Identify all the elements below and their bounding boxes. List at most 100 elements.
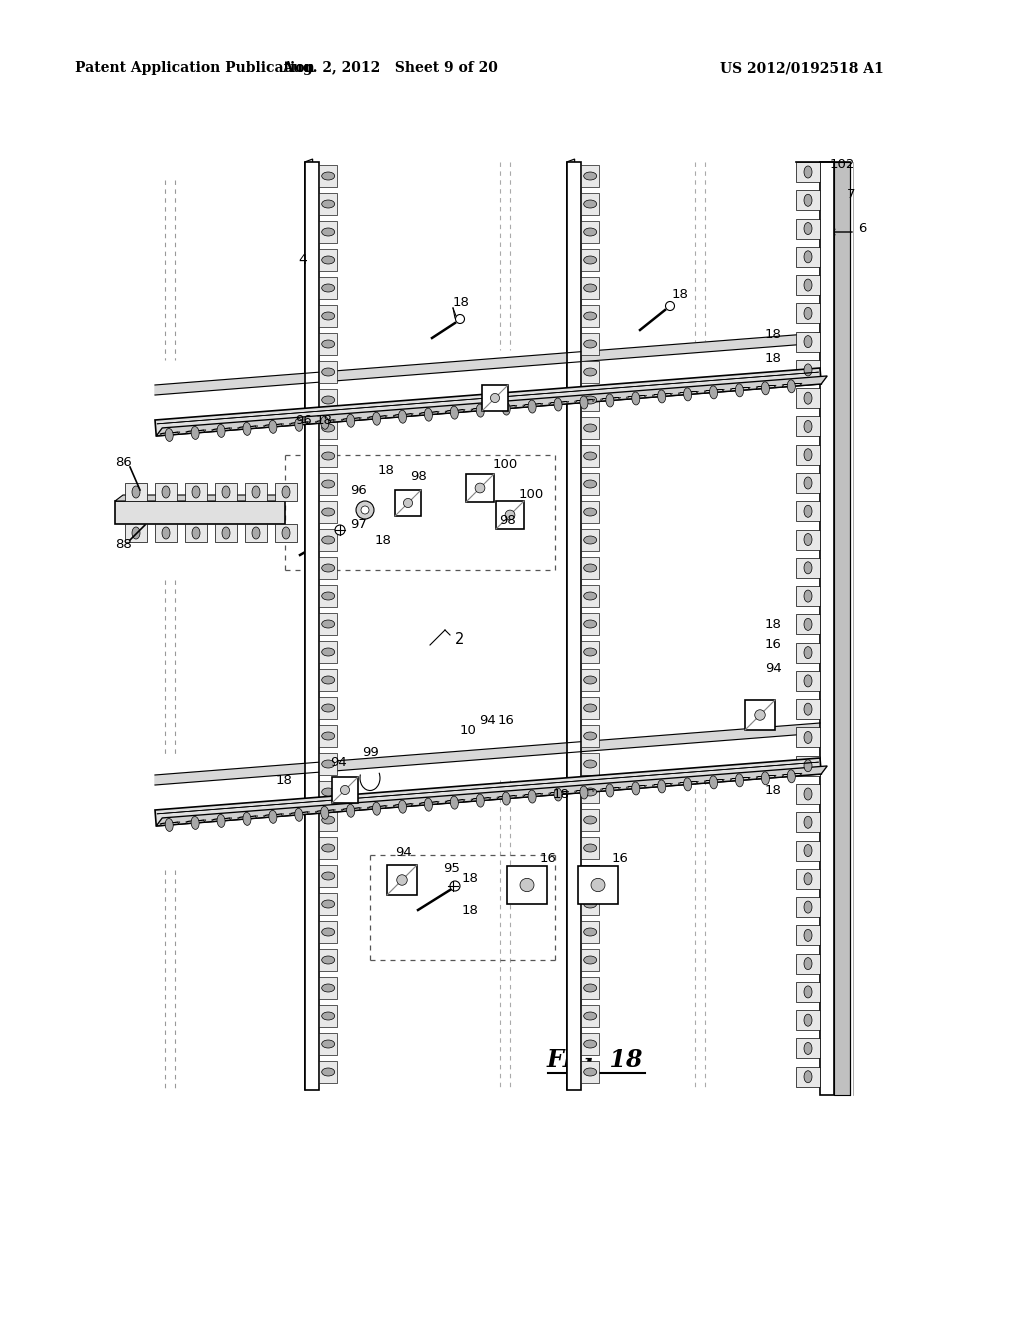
Text: 94: 94: [479, 714, 496, 726]
Ellipse shape: [322, 676, 335, 684]
Polygon shape: [796, 953, 820, 974]
Polygon shape: [186, 820, 206, 824]
Ellipse shape: [217, 814, 225, 828]
Polygon shape: [319, 809, 337, 832]
Polygon shape: [601, 397, 621, 401]
Ellipse shape: [762, 772, 769, 785]
Polygon shape: [160, 822, 180, 825]
Ellipse shape: [606, 393, 613, 407]
Ellipse shape: [373, 803, 381, 816]
Ellipse shape: [584, 424, 597, 432]
Polygon shape: [796, 643, 820, 663]
Ellipse shape: [584, 256, 597, 264]
Ellipse shape: [222, 486, 230, 498]
Polygon shape: [393, 804, 414, 808]
Polygon shape: [185, 524, 207, 543]
Polygon shape: [582, 585, 599, 607]
Bar: [466, 474, 494, 502]
Ellipse shape: [162, 486, 170, 498]
Ellipse shape: [804, 279, 812, 292]
Polygon shape: [582, 837, 599, 859]
Polygon shape: [523, 404, 543, 408]
Ellipse shape: [584, 900, 597, 908]
Text: 95: 95: [443, 862, 460, 874]
Polygon shape: [319, 949, 337, 972]
Ellipse shape: [804, 364, 812, 376]
Polygon shape: [549, 401, 568, 405]
Polygon shape: [368, 805, 387, 809]
Polygon shape: [796, 784, 820, 804]
Ellipse shape: [322, 172, 335, 180]
Ellipse shape: [804, 704, 812, 715]
Ellipse shape: [584, 733, 597, 741]
Ellipse shape: [804, 421, 812, 433]
Text: 18: 18: [765, 784, 782, 796]
Polygon shape: [215, 483, 237, 502]
Ellipse shape: [804, 335, 812, 347]
Polygon shape: [757, 775, 776, 779]
Ellipse shape: [269, 420, 276, 433]
Ellipse shape: [684, 388, 691, 401]
Polygon shape: [319, 473, 337, 495]
Ellipse shape: [322, 256, 335, 264]
Ellipse shape: [322, 733, 335, 741]
Polygon shape: [264, 813, 284, 817]
Ellipse shape: [584, 620, 597, 628]
Ellipse shape: [243, 812, 251, 825]
Text: 18: 18: [462, 871, 479, 884]
Text: 16: 16: [540, 851, 557, 865]
Polygon shape: [186, 430, 206, 433]
Ellipse shape: [584, 341, 597, 348]
Text: 98: 98: [499, 513, 516, 527]
Polygon shape: [155, 483, 177, 502]
Polygon shape: [523, 793, 543, 797]
Polygon shape: [796, 473, 820, 492]
Text: 97: 97: [350, 519, 367, 532]
Polygon shape: [582, 725, 599, 747]
Ellipse shape: [193, 527, 200, 539]
Ellipse shape: [191, 426, 199, 440]
Polygon shape: [342, 417, 361, 421]
Ellipse shape: [584, 591, 597, 601]
Ellipse shape: [322, 928, 335, 936]
Polygon shape: [582, 333, 599, 355]
Ellipse shape: [580, 785, 588, 799]
Ellipse shape: [804, 506, 812, 517]
Polygon shape: [393, 413, 414, 417]
Polygon shape: [796, 812, 820, 833]
Ellipse shape: [322, 228, 335, 236]
Polygon shape: [582, 220, 599, 243]
Text: 18: 18: [765, 329, 782, 342]
Polygon shape: [212, 428, 231, 432]
Polygon shape: [582, 977, 599, 999]
Ellipse shape: [322, 620, 335, 628]
Ellipse shape: [361, 506, 369, 513]
Polygon shape: [319, 389, 337, 411]
Ellipse shape: [584, 648, 597, 656]
Text: 96: 96: [350, 483, 367, 496]
Ellipse shape: [804, 194, 812, 206]
Polygon shape: [796, 304, 820, 323]
Polygon shape: [319, 669, 337, 690]
Polygon shape: [582, 894, 599, 915]
Ellipse shape: [322, 451, 335, 459]
Polygon shape: [566, 162, 582, 1090]
Polygon shape: [305, 158, 312, 1090]
Ellipse shape: [632, 392, 640, 405]
Ellipse shape: [322, 536, 335, 544]
Polygon shape: [582, 949, 599, 972]
Text: 99: 99: [362, 746, 379, 759]
Polygon shape: [679, 781, 698, 785]
Ellipse shape: [584, 1068, 597, 1076]
Ellipse shape: [804, 562, 812, 574]
Text: 102: 102: [830, 158, 855, 172]
Ellipse shape: [580, 396, 588, 409]
Ellipse shape: [505, 510, 515, 520]
Text: FIG. 18: FIG. 18: [547, 1048, 643, 1072]
Polygon shape: [275, 483, 297, 502]
Ellipse shape: [322, 341, 335, 348]
Ellipse shape: [347, 804, 354, 817]
Ellipse shape: [804, 902, 812, 913]
Polygon shape: [582, 642, 599, 663]
Ellipse shape: [584, 676, 597, 684]
